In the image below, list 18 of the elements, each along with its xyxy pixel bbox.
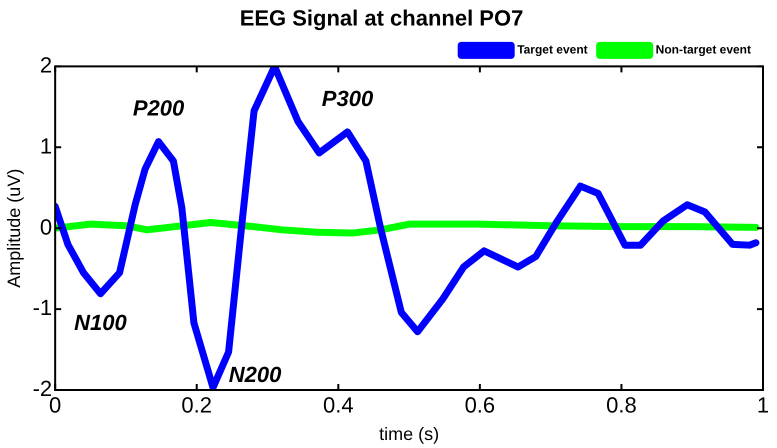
chart-title: EEG Signal at channel PO7 (240, 5, 524, 30)
x-tick-label: 0.8 (606, 392, 637, 418)
annotation: P200 (132, 96, 185, 121)
x-axis-title: time (s) (379, 424, 440, 444)
y-axis-title: Amplitude (uV) (4, 168, 24, 288)
annotation: P300 (322, 86, 374, 111)
y-tick-label: 2 (40, 52, 52, 78)
x-tick-label: 0.4 (323, 392, 354, 418)
y-tick-label: 1 (40, 133, 52, 158)
x-tick-label: 0.6 (464, 392, 496, 418)
annotation: N100 (74, 310, 128, 335)
y-tick-label: 0 (40, 214, 52, 240)
legend-label: Target event (517, 42, 588, 57)
annotation: N200 (228, 362, 282, 388)
x-tick-label: 1 (756, 392, 770, 418)
legend-label: Non-target event (656, 42, 752, 57)
x-tick-label: 0.2 (181, 392, 212, 418)
y-tick-label: -1 (32, 295, 52, 320)
